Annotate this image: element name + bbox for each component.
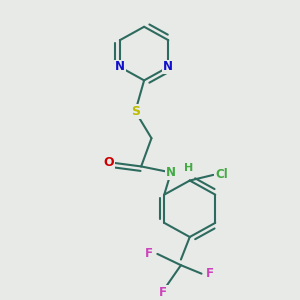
Text: O: O (103, 156, 114, 169)
Text: N: N (163, 61, 173, 74)
Text: S: S (131, 105, 140, 118)
Text: F: F (206, 267, 214, 280)
Text: F: F (145, 248, 153, 260)
Text: F: F (159, 286, 167, 298)
Text: H: H (184, 163, 193, 173)
Text: Cl: Cl (215, 168, 228, 182)
Text: N: N (166, 166, 176, 178)
Text: N: N (115, 61, 125, 74)
